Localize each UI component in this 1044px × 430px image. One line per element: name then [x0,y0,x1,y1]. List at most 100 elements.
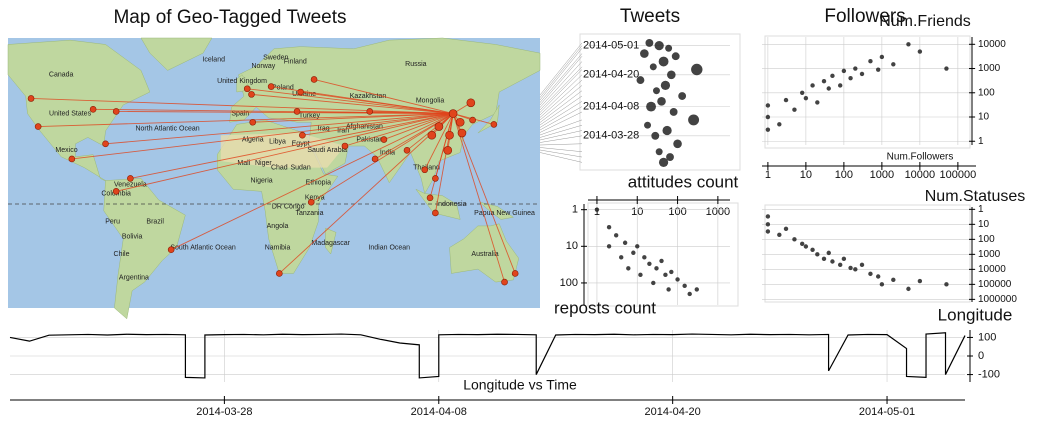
map-label: North Atlantic Ocean [135,126,199,133]
tweet-connector [539,135,583,143]
map-label: Brazil [146,218,164,225]
tweet-point [443,146,453,155]
tweet-connector [539,66,583,111]
y-axis-label: Longitude [938,305,1013,324]
map-label: Iran [337,128,349,135]
tweet-link [251,93,454,115]
map-label: Mexico [55,147,77,154]
y-tick-label: 0 [978,350,984,362]
point [891,277,896,283]
tweet-link [302,113,454,136]
tweet-connector [539,119,583,136]
tweet-connector [539,85,583,121]
point [906,286,911,292]
point [647,261,652,266]
tweet-point [267,83,275,90]
tweet-connector [539,61,583,108]
tweet-point [127,175,134,182]
map-label: Pakistan [356,136,383,143]
x-tick-label: 1000 [706,206,730,218]
point [777,232,782,238]
x-tick-label: 100000 [940,169,977,181]
point [803,95,809,101]
point [792,107,797,112]
tweet-connector [539,74,583,116]
point [837,83,843,88]
map-label: Angola [267,223,289,230]
map-label: Ethiopia [306,180,331,187]
tweet-point [34,123,42,130]
map-label: Chile [114,251,130,258]
point [859,262,865,268]
bubble [655,148,663,156]
point [821,256,827,262]
tweet-point [102,140,109,148]
point [815,100,820,105]
map-label: Kazakhstan [350,93,387,100]
bubble [653,87,660,95]
map-label: Libya [269,139,286,146]
point [635,244,640,249]
tweet-point [276,270,283,277]
tweet-link [247,88,454,115]
statuses-panel [764,204,971,303]
x-tick-label: 10000 [905,169,936,181]
map-label: Saudi Arabia [307,147,347,154]
point [853,267,858,272]
point [765,214,771,219]
tweet-point [27,95,35,102]
tweet-point [341,142,349,150]
point [669,269,674,275]
tweet-connector [539,42,583,96]
tweet-point [167,246,175,253]
tweet-point [89,105,97,113]
tweet-link [429,113,454,198]
map-label: Niger [255,160,272,167]
point [666,287,671,292]
y-axis-label: Num.Friends [879,13,971,30]
y-tick-label: 100000 [978,279,1012,290]
tweet-connector [539,124,583,138]
map-label: DR Congo [272,203,305,210]
x-axis-label: attitudes count [628,172,739,191]
map-label: Chad [271,164,288,171]
tweet-link [369,110,454,115]
map-label: India [380,149,395,156]
bubble [673,139,682,149]
x-tick-label: 10 [800,169,812,181]
point [830,259,835,264]
point [606,224,612,230]
map-label: United States [49,110,92,117]
point [622,240,628,245]
map-label: Iceland [202,56,225,63]
y-tick-label: 1000 [978,63,1001,74]
map-label: Indian Ocean [368,244,410,251]
tweet-point [469,116,476,124]
map-label: Russia [405,61,427,68]
tweet-link [130,113,454,179]
point [638,272,643,278]
point [642,255,647,260]
y-tick-label: 100 [978,331,996,343]
point [821,79,827,84]
point [944,66,949,71]
tweet-connector [539,48,583,101]
bubble [654,40,664,51]
map-label: Namibia [265,244,291,251]
point [875,274,881,279]
point [619,255,624,260]
tweet-connector [539,152,583,163]
map-label: Sweden [263,54,288,61]
tweet-point [445,130,454,140]
tweet-point [297,88,304,96]
tweet-link [38,113,454,128]
map-label: Indonesia [436,201,466,208]
point [792,237,797,242]
map-label: Algeria [242,136,264,143]
tweet-connector [539,147,583,152]
tweet-connector [539,149,583,158]
tweet-point [293,108,301,115]
bubble [649,63,657,71]
tweet-link [31,98,454,115]
